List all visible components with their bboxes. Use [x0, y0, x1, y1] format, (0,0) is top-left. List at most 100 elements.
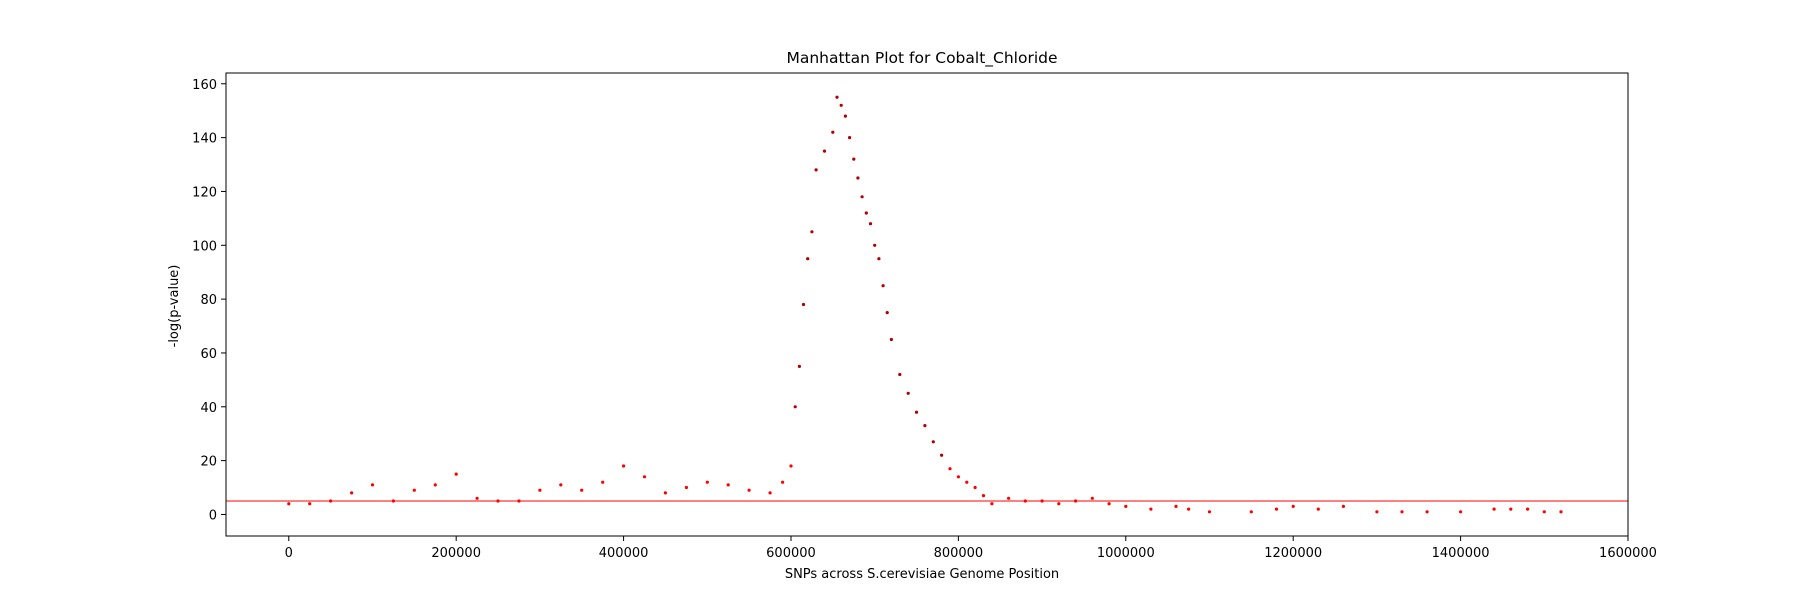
- snp-point: [1274, 507, 1279, 511]
- snp-point: [931, 440, 935, 444]
- x-tick-label: 200000: [431, 546, 481, 561]
- snp-point: [1187, 507, 1191, 511]
- snp-point: [864, 211, 868, 215]
- snp-point: [843, 114, 848, 118]
- chart-title: Manhattan Plot for Cobalt_Chloride: [786, 49, 1057, 68]
- snp-point: [873, 243, 877, 247]
- snp-point: [797, 364, 802, 368]
- y-tick-label: 40: [200, 401, 217, 416]
- snp-point: [287, 502, 291, 506]
- snp-point: [831, 130, 835, 134]
- snp-point: [1090, 496, 1094, 500]
- y-tick-label: 160: [192, 78, 217, 93]
- snp-point: [1492, 507, 1496, 511]
- snp-point: [475, 496, 479, 500]
- y-tick-label: 80: [200, 293, 217, 308]
- snp-point: [768, 491, 772, 495]
- snp-point: [868, 222, 873, 226]
- snp-point: [793, 405, 797, 409]
- snp-point: [981, 494, 986, 498]
- snp-point: [781, 480, 785, 484]
- snp-point: [1425, 510, 1429, 514]
- snp-point: [350, 491, 354, 495]
- snp-point: [940, 453, 944, 457]
- y-axis-ticks: 0 20 40 60 80 100 120 140 160: [192, 78, 226, 523]
- snp-point: [1400, 510, 1404, 514]
- snp-point: [1007, 496, 1011, 500]
- snp-point: [1375, 510, 1379, 514]
- snp-point: [1341, 504, 1345, 508]
- snp-point: [705, 480, 709, 484]
- snp-point: [454, 472, 458, 476]
- snp-point: [789, 464, 793, 468]
- x-axis-label: SNPs across S.cerevisiae Genome Position: [785, 567, 1059, 582]
- snp-point: [538, 488, 542, 492]
- snp-point: [308, 502, 312, 506]
- y-tick-label: 20: [200, 455, 217, 470]
- snp-point: [990, 502, 994, 506]
- x-tick-label: 0: [285, 546, 293, 561]
- snp-point: [1291, 504, 1295, 508]
- snp-point: [559, 483, 563, 487]
- y-tick-label: 0: [209, 508, 217, 523]
- snp-point: [642, 475, 647, 479]
- y-tick-label: 60: [200, 347, 217, 362]
- snp-point: [622, 464, 626, 468]
- y-axis-label: -log(p-value): [167, 265, 182, 348]
- snp-point: [906, 391, 910, 395]
- snp-point: [898, 372, 902, 377]
- snp-point: [1249, 510, 1253, 514]
- snp-point: [1509, 507, 1513, 511]
- x-tick-label: 1400000: [1432, 546, 1490, 561]
- snp-point: [663, 491, 668, 495]
- snp-point: [852, 157, 856, 161]
- snp-point: [433, 483, 437, 487]
- snp-point: [1057, 502, 1061, 506]
- points-layer: [287, 95, 1563, 514]
- snp-point: [956, 475, 961, 479]
- snp-point: [839, 103, 843, 107]
- snp-point: [914, 410, 919, 414]
- x-tick-label: 1200000: [1264, 546, 1322, 561]
- snp-point: [1107, 502, 1111, 506]
- snp-point: [1542, 510, 1546, 514]
- snp-point: [1149, 507, 1153, 511]
- snp-point: [601, 480, 605, 484]
- snp-point: [580, 488, 584, 492]
- x-tick-label: 1600000: [1599, 546, 1657, 561]
- snp-point: [370, 483, 375, 487]
- snp-point: [1459, 510, 1463, 514]
- snp-point: [1559, 510, 1563, 514]
- plot-frame: [225, 72, 1629, 537]
- snp-point: [747, 488, 751, 492]
- y-tick-label: 120: [192, 185, 217, 200]
- snp-point: [1207, 510, 1212, 514]
- snp-point: [848, 136, 852, 140]
- snp-point: [923, 424, 927, 428]
- snp-point: [856, 176, 860, 180]
- snp-point: [885, 311, 889, 315]
- snp-point: [877, 257, 881, 261]
- snp-point: [726, 483, 730, 487]
- snp-point: [881, 284, 885, 288]
- snp-point: [1174, 504, 1178, 508]
- snp-point: [806, 257, 810, 261]
- y-tick-label: 140: [192, 132, 217, 147]
- snp-point: [889, 337, 894, 342]
- snp-point: [801, 302, 806, 307]
- snp-point: [860, 195, 864, 199]
- x-tick-label: 800000: [934, 546, 984, 561]
- x-tick-label: 600000: [766, 546, 816, 561]
- snp-point: [1124, 504, 1128, 508]
- snp-point: [965, 480, 969, 484]
- snp-point: [1316, 507, 1320, 511]
- x-tick-label: 400000: [599, 546, 649, 561]
- snp-point: [684, 485, 689, 490]
- snp-point: [814, 168, 818, 172]
- snp-point: [822, 149, 827, 153]
- snp-point: [810, 230, 814, 234]
- y-tick-label: 100: [192, 239, 217, 254]
- snp-point: [948, 467, 952, 471]
- x-axis-ticks: 0 200000 400000 600000 800000 1000000 1200000 1…: [285, 536, 1657, 561]
